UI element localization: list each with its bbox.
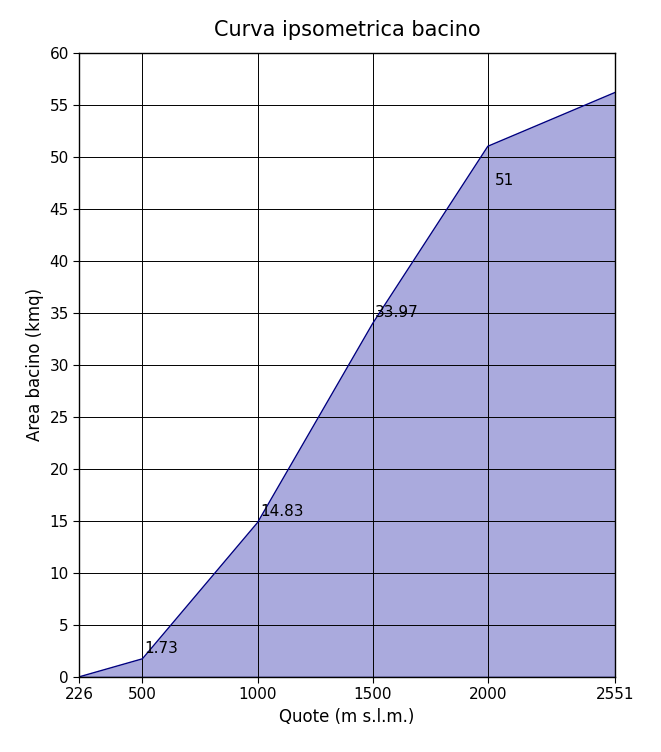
Text: 56.16: 56.16 — [0, 751, 1, 752]
Y-axis label: Area bacino (kmq): Area bacino (kmq) — [26, 288, 44, 441]
Text: 14.83: 14.83 — [260, 505, 303, 520]
Text: 33.97: 33.97 — [375, 305, 419, 320]
Text: 1.73: 1.73 — [145, 641, 178, 656]
Text: 51: 51 — [494, 173, 514, 188]
X-axis label: Quote (m s.l.m.): Quote (m s.l.m.) — [280, 708, 414, 726]
Title: Curva ipsometrica bacino: Curva ipsometrica bacino — [214, 20, 481, 40]
